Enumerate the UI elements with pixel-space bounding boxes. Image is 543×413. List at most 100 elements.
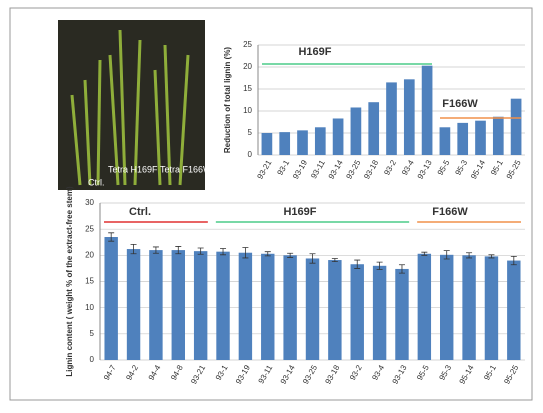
y-tick-label: 25 — [85, 224, 94, 233]
x-tick-label: 94-8 — [169, 363, 185, 382]
bar — [484, 256, 499, 360]
bar — [104, 237, 118, 360]
bar — [261, 133, 273, 155]
bar — [475, 120, 486, 155]
frame — [9, 7, 533, 401]
bar — [440, 254, 454, 360]
y-axis-label: Reduction of total lignin (%) — [223, 47, 232, 154]
bar — [507, 260, 521, 360]
x-tick-label: 93-18 — [362, 158, 380, 181]
bar — [171, 250, 185, 360]
bar — [462, 255, 476, 360]
x-tick-label: 93-2 — [348, 363, 364, 382]
error-bar — [108, 232, 115, 242]
y-tick-label: 0 — [248, 150, 253, 159]
error-bar — [309, 253, 316, 264]
bar — [193, 251, 208, 360]
group-label: H169F — [298, 46, 331, 58]
x-tick-label: 95-25 — [502, 363, 520, 386]
x-tick-label: 93-11 — [309, 158, 327, 180]
bar — [510, 98, 522, 155]
photo-label: Ctrl. — [88, 177, 105, 187]
x-tick-label: 95-1 — [489, 158, 505, 177]
x-tick-label: 93-1 — [214, 363, 230, 382]
error-bar — [197, 247, 204, 255]
y-tick-label: 20 — [85, 250, 94, 259]
error-bar — [242, 247, 249, 259]
x-tick-label: 95-14 — [469, 158, 487, 181]
x-tick-label: 93-11 — [257, 363, 275, 385]
x-tick-label: 93-19 — [291, 158, 309, 181]
group-label: F166W — [432, 206, 468, 218]
x-tick-label: 93-13 — [391, 363, 409, 386]
error-bar — [510, 255, 517, 266]
x-tick-label: 93-19 — [234, 363, 252, 386]
bar — [126, 249, 141, 360]
x-tick-label: 95-3 — [453, 158, 469, 177]
x-tick-label: 93-21 — [255, 158, 273, 181]
y-tick-label: 10 — [243, 106, 252, 115]
y-tick-label: 10 — [85, 303, 94, 312]
photo-label: Tetra F166W — [160, 164, 212, 174]
group-label: F166W — [442, 98, 478, 110]
x-tick-label: 93-4 — [370, 363, 386, 382]
error-bar — [331, 258, 338, 263]
bar — [328, 260, 342, 360]
x-tick-label: 95-5 — [436, 158, 452, 177]
y-tick-label: 5 — [248, 128, 253, 137]
y-tick-label: 30 — [85, 198, 94, 207]
error-bar — [220, 248, 227, 256]
bar — [297, 130, 308, 155]
bar — [439, 127, 451, 155]
x-tick-label: 93-14 — [327, 158, 345, 181]
x-tick-label: 93-1 — [275, 158, 291, 177]
bar — [350, 107, 362, 155]
bar — [421, 65, 433, 155]
x-tick-label: 93-18 — [323, 363, 341, 386]
bar — [403, 79, 415, 155]
bar — [279, 132, 291, 155]
bar — [395, 268, 409, 360]
x-tick-label: 95-25 — [505, 158, 523, 181]
bar — [314, 127, 326, 155]
error-bar — [488, 254, 495, 259]
bar — [332, 118, 344, 155]
x-tick-label: 93-13 — [416, 158, 434, 181]
x-tick-label: 93-4 — [400, 158, 416, 177]
bar — [492, 116, 504, 155]
bar — [350, 264, 364, 360]
bar — [261, 253, 275, 360]
y-tick-label: 15 — [85, 277, 94, 286]
group-label: H169F — [283, 206, 316, 218]
x-tick-label: 95-14 — [458, 363, 476, 386]
x-tick-label: 93-2 — [382, 158, 398, 177]
error-bar — [421, 251, 428, 256]
group-label: Ctrl. — [129, 206, 151, 218]
bar — [305, 258, 320, 360]
y-tick-label: 0 — [90, 355, 95, 364]
error-bar — [175, 246, 182, 255]
photo-label: Tetra H169F — [108, 164, 158, 174]
y-tick-label: 15 — [243, 84, 252, 93]
bar — [417, 253, 432, 360]
bar — [368, 102, 380, 155]
x-tick-label: 93-25 — [344, 158, 362, 181]
x-tick-label: 94-7 — [102, 363, 118, 382]
bar — [149, 250, 163, 360]
error-bar — [376, 261, 383, 270]
error-bar — [443, 250, 450, 260]
bar — [386, 82, 397, 155]
error-bar — [354, 259, 361, 269]
y-tick-label: 25 — [243, 40, 252, 49]
x-tick-label: 95-1 — [482, 363, 498, 382]
error-bar — [398, 264, 405, 274]
error-bar — [466, 252, 473, 259]
bar — [283, 255, 297, 360]
bar — [238, 252, 253, 360]
x-tick-label: 93-14 — [279, 363, 297, 386]
error-bar — [130, 243, 137, 255]
y-tick-label: 5 — [90, 329, 95, 338]
bar — [457, 122, 469, 155]
y-tick-label: 20 — [243, 62, 252, 71]
